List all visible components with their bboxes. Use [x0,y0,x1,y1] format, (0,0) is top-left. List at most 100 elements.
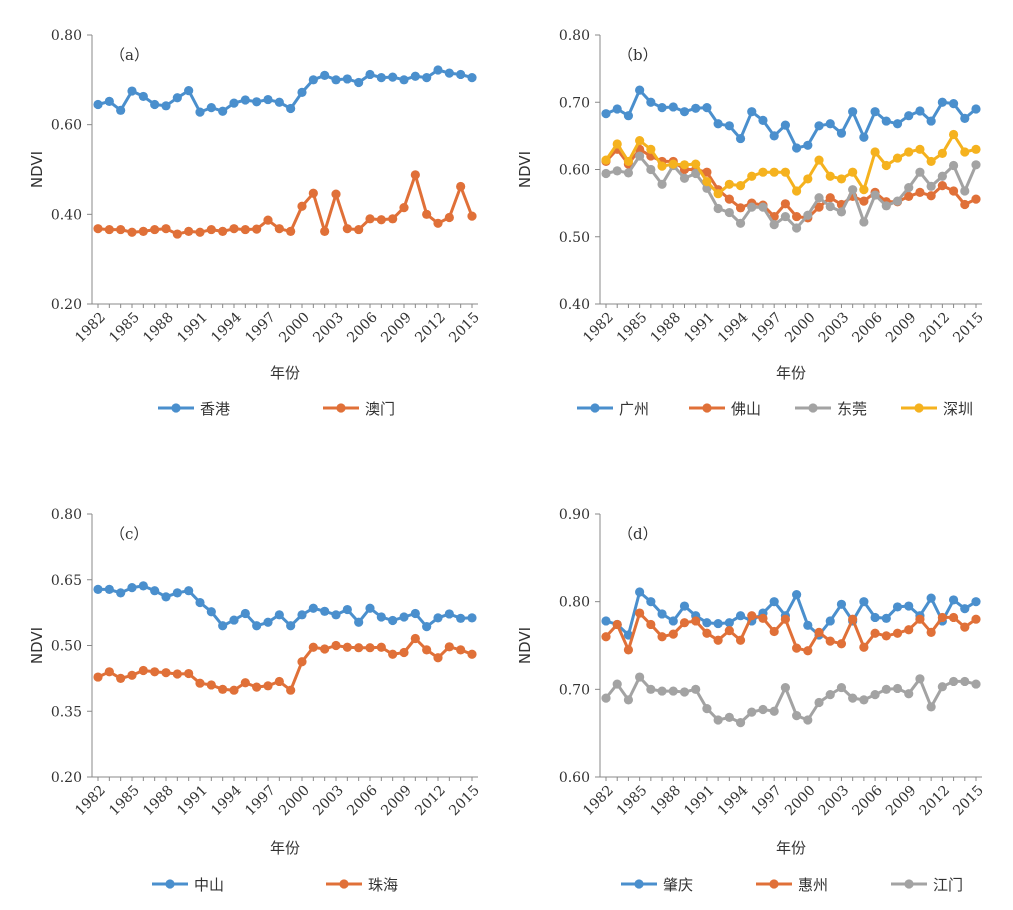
x-tick-label: 2009 [378,783,415,820]
data-point [859,185,869,195]
data-point [104,584,114,594]
data-point [172,229,182,239]
data-point [803,210,813,220]
data-point [252,682,262,692]
panel-label: （b） [618,46,658,64]
data-point [388,72,398,82]
data-point [691,103,701,113]
data-point [354,77,364,88]
data-point [229,615,239,625]
data-point [646,144,656,154]
data-point [127,227,137,237]
data-point [713,618,723,629]
data-point [948,129,959,140]
data-point [870,147,880,157]
data-point [218,226,228,236]
legend-marker [904,879,914,889]
data-point [668,629,678,639]
data-point [150,586,160,596]
data-point [937,682,947,692]
data-point [116,673,126,683]
data-point [635,85,645,95]
data-point [836,682,847,693]
data-point [881,631,891,641]
y-axis-title: NDVI [28,627,46,664]
x-tick-label: 1991 [174,310,211,347]
legend-label: 深圳 [943,400,973,418]
x-tick-label: 2015 [446,310,483,347]
x-tick-label: 2003 [816,783,853,820]
x-tick-label: 2015 [950,310,987,347]
data-point [433,65,443,75]
panel-label: （d） [618,525,658,543]
data-point [668,159,678,169]
data-point [195,597,205,608]
panel-b: 0.40 0.50 0.60 0.70 0.80 1982 1985 1988 1991 1994… [506,0,1013,440]
data-point [161,101,171,111]
data-point [915,187,925,197]
data-point [735,133,746,144]
data-point [240,224,250,235]
data-point [184,226,194,236]
data-point [926,181,936,191]
data-point [881,201,891,211]
data-point [724,618,734,628]
data-point [948,595,959,605]
series-line-0 [605,590,977,637]
data-point [679,107,690,117]
data-point [657,609,667,619]
data-point [937,612,947,623]
x-tick-label: 1982 [72,310,109,347]
x-tick-label: 2006 [344,782,381,819]
data-point [724,179,734,189]
data-point [218,106,228,116]
data-point [399,647,409,658]
x-tick-label: 2003 [816,310,853,347]
data-point [252,224,262,234]
data-point [814,627,824,637]
panel-a: 0.20 0.40 0.60 0.80 1982 1985 1988 1991 1994 1997… [0,0,506,440]
data-point [747,107,757,117]
data-point [668,616,678,626]
y-tick-label: 0.70 [559,682,590,698]
data-point [365,69,375,80]
data-point [836,207,847,217]
data-point [825,689,835,700]
data-point [399,203,409,213]
chart-c-svg: 0.20 0.35 0.50 0.65 0.80 19821985198819911994… [28,507,483,894]
data-point [960,622,970,632]
data-point [948,676,959,687]
data-point [881,160,891,171]
x-tick-label: 1982 [580,783,617,820]
legend-marker [914,403,924,413]
data-point [679,160,690,170]
data-point [825,201,835,212]
data-point [971,160,981,170]
data-point [150,224,160,235]
data-point [240,95,250,105]
data-point [263,215,273,225]
data-point [422,622,432,632]
data-point [623,645,634,655]
data-point [948,612,959,623]
data-point [825,119,835,129]
legend-label: 广州 [619,400,649,418]
data-point [127,583,137,593]
data-point [926,627,936,637]
data-point [150,99,160,110]
data-point [803,715,813,725]
data-point [814,193,824,203]
data-point [780,120,790,130]
data-point [691,684,701,694]
data-point [410,170,420,180]
x-tick-label: 2006 [344,309,381,346]
y-tick-label: 0.60 [559,163,590,179]
x-tick-label: 2006 [849,309,886,346]
data-point [713,189,723,199]
data-point [657,632,667,642]
data-point [971,597,981,607]
data-point [612,619,622,630]
data-point [780,167,790,177]
data-point [836,599,847,609]
data-point [218,621,228,631]
